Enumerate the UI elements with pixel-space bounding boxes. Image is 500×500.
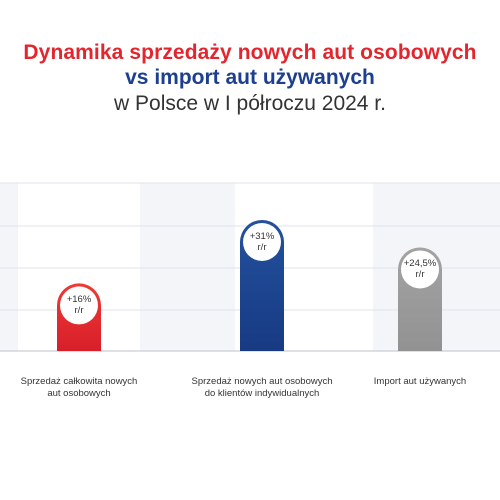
data-label: +16% r/r xyxy=(56,294,102,316)
data-label-unit: r/r xyxy=(74,305,84,317)
data-label: +24,5% r/r xyxy=(397,258,443,280)
background-stripe xyxy=(140,183,235,351)
chart-title: Dynamika sprzedaży nowych aut osobowych … xyxy=(0,40,500,117)
data-label-bubble xyxy=(401,250,439,289)
category-label-line: Sprzedaż nowych aut osobowych xyxy=(191,376,333,387)
data-label-value: +16% xyxy=(66,294,92,306)
category-label-line: Import aut używanych xyxy=(373,376,467,387)
data-label-bubble xyxy=(60,286,98,325)
title-line-3: w Polsce w I półroczu 2024 r. xyxy=(114,92,386,115)
data-label-unit: r/r xyxy=(257,242,267,253)
category-label: Sprzedaż całkowita nowych aut osobowych xyxy=(0,376,159,400)
title-line-1: Dynamika sprzedaży nowych aut osobowych xyxy=(23,41,477,64)
data-label-value: +24,5% xyxy=(403,258,437,270)
category-label-line: Sprzedaż całkowita nowych xyxy=(20,376,138,387)
category-label: Sprzedaż nowych aut osobowych do klientów… xyxy=(182,376,342,400)
title-line-2: vs import aut używanych xyxy=(125,66,375,89)
data-label-value: +31% xyxy=(249,231,275,242)
background-stripe xyxy=(0,183,18,351)
category-label-line: aut osobowych xyxy=(47,388,111,399)
data-label-unit: r/r xyxy=(415,269,425,281)
data-label: +31% r/r xyxy=(239,231,285,253)
category-label: Import aut używanych xyxy=(340,376,500,388)
data-label-bubble xyxy=(243,223,281,261)
category-label-line: do klientów indywidualnych xyxy=(204,388,320,399)
